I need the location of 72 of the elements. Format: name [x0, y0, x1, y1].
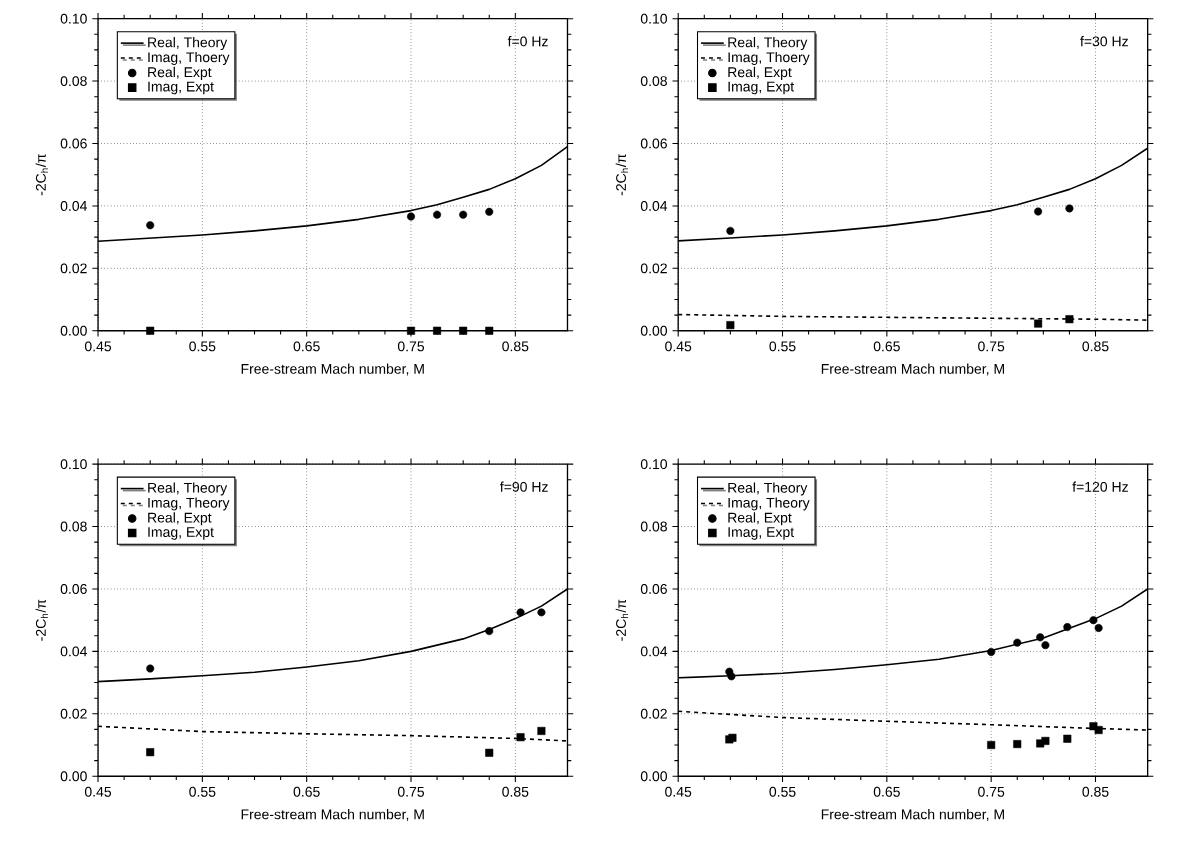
x-axis-title: Free-stream Mach number, M: [241, 363, 424, 376]
y-axis-title: -2C$_{h}$/π: [35, 599, 48, 641]
x-tick-label: 0.85: [502, 787, 529, 797]
legend-label: Imag, Theory: [728, 497, 810, 511]
y-tick-label: 0.10: [60, 13, 87, 24]
legend-label: Real, Theory: [728, 482, 808, 496]
y-tick-label: 0.06: [60, 138, 87, 149]
y-tick-label: 0.00: [60, 771, 87, 782]
y-tick-label: 0.08: [640, 521, 667, 532]
x-tick-label: 0.55: [769, 787, 796, 797]
x-tick-label: 0.45: [665, 341, 692, 352]
x-tick-label: 0.85: [502, 341, 529, 352]
y-tick-label: 0.04: [640, 646, 668, 657]
x-tick-label: 0.65: [873, 341, 900, 352]
y-tick-label: 0.02: [60, 263, 87, 274]
legend-label: Imag, Expt: [148, 81, 214, 95]
y-tick-label: 0.02: [640, 263, 667, 274]
y-tick-label: 0.00: [640, 771, 668, 782]
x-axis-title: Free-stream Mach number, M: [241, 809, 424, 822]
text: f=90 Hz: [500, 481, 548, 493]
legend-label: Imag, Expt: [728, 81, 795, 95]
y-tick-label: 0.10: [640, 459, 668, 470]
text: f=30 Hz: [1080, 36, 1128, 47]
y-tick-label: 0.08: [60, 521, 87, 532]
legend-label: Real, Theory: [728, 37, 808, 51]
y-tick-label: 0.10: [60, 459, 87, 470]
legend-label: Real, Expt: [728, 67, 792, 81]
y-tick-label: 0.02: [60, 709, 87, 719]
x-tick-label: 0.45: [84, 341, 112, 352]
x-tick-label: 0.65: [293, 787, 320, 797]
y-tick-label: 0.02: [640, 709, 667, 719]
x-tick-label: 0.75: [397, 787, 425, 797]
y-tick-label: 0.04: [640, 201, 668, 212]
y-tick-label: 0.06: [60, 584, 87, 595]
y-tick-label: 0.08: [640, 76, 667, 87]
y-tick-label: 0.00: [640, 326, 668, 336]
x-tick-label: 0.55: [189, 787, 216, 797]
legend-label: Real, Expt: [148, 67, 212, 81]
y-tick-label: 0.06: [640, 584, 667, 595]
y-tick-label: 0.04: [60, 201, 87, 212]
text: f=0 Hz: [507, 36, 548, 47]
x-tick-label: 0.55: [189, 341, 216, 352]
y-tick-label: 0.10: [640, 13, 668, 24]
text: f=120 Hz: [1072, 481, 1128, 493]
x-tick-label: 0.85: [1082, 341, 1109, 352]
x-tick-label: 0.65: [873, 787, 900, 797]
y-axis-title: -2C$_{h}$/π: [615, 154, 629, 196]
legend-label: Real, Theory: [148, 482, 228, 496]
legend-label: Real, Theory: [148, 37, 228, 51]
y-axis-title: -2C$_{h}$/π: [35, 154, 48, 196]
x-tick-label: 0.45: [84, 787, 112, 797]
y-axis-title: -2C$_{h}$/π: [615, 599, 629, 641]
x-tick-label: 0.65: [293, 341, 320, 352]
legend-label: Imag, Thoery: [148, 52, 230, 66]
x-tick-label: 0.75: [978, 341, 1005, 352]
legend-label: Real, Expt: [728, 512, 792, 526]
legend-label: Imag, Expt: [148, 527, 214, 540]
y-tick-label: 0.04: [60, 646, 87, 657]
legend-label: Imag, Thoery: [728, 52, 810, 66]
x-tick-label: 0.75: [397, 341, 425, 352]
y-tick-label: 0.06: [640, 138, 667, 149]
x-tick-label: 0.75: [978, 787, 1005, 797]
x-axis-title: Free-stream Mach number, M: [821, 363, 1004, 376]
x-tick-label: 0.85: [1082, 787, 1109, 797]
x-axis-title: Free-stream Mach number, M: [821, 809, 1004, 822]
x-tick-label: 0.45: [665, 787, 692, 797]
x-tick-label: 0.55: [769, 341, 796, 352]
y-tick-label: 0.08: [60, 76, 87, 87]
legend-label: Imag, Theory: [148, 497, 230, 511]
legend-label: Imag, Expt: [728, 527, 795, 540]
legend-label: Real, Expt: [148, 512, 212, 526]
y-tick-label: 0.00: [60, 326, 87, 336]
